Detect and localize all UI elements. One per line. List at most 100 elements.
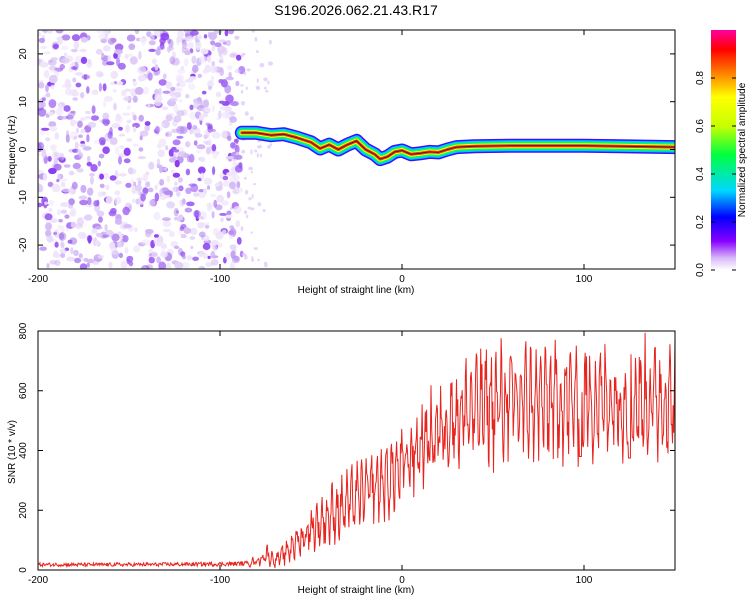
y-tick-label: 0 bbox=[18, 146, 29, 152]
noise-blob bbox=[63, 164, 71, 168]
noise-blob bbox=[245, 214, 249, 219]
noise-blob bbox=[73, 135, 77, 140]
noise-blob bbox=[187, 41, 194, 49]
noise-blob bbox=[140, 193, 146, 202]
noise-blob bbox=[268, 61, 273, 66]
noise-blob bbox=[205, 122, 210, 126]
noise-blob bbox=[114, 196, 122, 205]
noise-blob bbox=[38, 202, 43, 208]
noise-blob bbox=[253, 247, 259, 250]
noise-blob bbox=[172, 149, 180, 153]
noise-blob bbox=[219, 67, 225, 77]
noise-blob bbox=[91, 228, 98, 234]
noise-blob bbox=[49, 125, 58, 132]
noise-blob bbox=[155, 125, 160, 135]
noise-blob bbox=[132, 122, 141, 129]
noise-blob bbox=[118, 156, 122, 165]
noise-blob bbox=[83, 74, 88, 80]
x-tick-label: -100 bbox=[210, 575, 230, 586]
noise-blob bbox=[71, 34, 81, 42]
noise-blob bbox=[165, 114, 173, 122]
noise-blob bbox=[91, 105, 96, 114]
noise-blob bbox=[171, 186, 177, 193]
noise-blob bbox=[158, 138, 167, 147]
noise-blob bbox=[126, 255, 134, 263]
noise-blob bbox=[58, 232, 67, 241]
noise-blob bbox=[54, 151, 59, 158]
noise-blob bbox=[110, 250, 119, 255]
noise-blob bbox=[45, 137, 51, 142]
noise-blob bbox=[244, 71, 247, 76]
noise-blob bbox=[192, 256, 200, 261]
noise-blob bbox=[255, 50, 259, 54]
y-tick-label: -10 bbox=[18, 190, 29, 205]
noise-blob bbox=[225, 111, 231, 119]
noise-blob bbox=[47, 155, 52, 162]
noise-blob bbox=[118, 252, 124, 259]
noise-blob bbox=[243, 210, 248, 215]
noise-blob bbox=[210, 259, 219, 266]
noise-blob bbox=[103, 95, 113, 102]
noise-blob bbox=[48, 121, 57, 128]
noise-blob bbox=[123, 224, 132, 229]
noise-blob bbox=[75, 82, 82, 88]
noise-blob bbox=[222, 175, 229, 181]
noise-blob bbox=[264, 263, 268, 268]
noise-blob bbox=[240, 90, 244, 94]
noise-blob bbox=[141, 265, 150, 269]
noise-blob bbox=[173, 216, 178, 221]
noise-blob bbox=[139, 130, 149, 137]
noise-blob bbox=[44, 201, 48, 205]
noise-blob bbox=[203, 188, 208, 195]
noise-blob bbox=[189, 111, 197, 120]
noise-blob bbox=[178, 185, 184, 192]
noise-blob bbox=[215, 91, 222, 98]
noise-blob bbox=[86, 235, 93, 243]
noise-blob bbox=[77, 232, 86, 238]
noise-blob bbox=[200, 48, 209, 55]
noise-blob bbox=[166, 175, 171, 183]
colorbar-label: Normalized spectral amplitude bbox=[737, 82, 748, 217]
noise-blob bbox=[157, 149, 165, 158]
noise-blob bbox=[176, 191, 181, 197]
noise-blob bbox=[40, 46, 47, 49]
noise-blob bbox=[54, 132, 60, 140]
noise-blob bbox=[128, 261, 134, 267]
noise-blob bbox=[73, 249, 79, 256]
noise-blob bbox=[177, 87, 183, 93]
noise-blob bbox=[187, 83, 196, 91]
noise-blob bbox=[233, 138, 240, 143]
noise-blob bbox=[60, 209, 67, 214]
noise-blob bbox=[173, 103, 178, 113]
noise-blob bbox=[163, 167, 167, 171]
noise-blob bbox=[144, 124, 150, 132]
noise-blob bbox=[190, 245, 194, 250]
noise-blob bbox=[165, 131, 173, 137]
noise-blob bbox=[157, 45, 165, 51]
noise-blob bbox=[74, 223, 84, 229]
noise-blob bbox=[251, 256, 254, 261]
noise-blob bbox=[158, 164, 163, 174]
noise-blob bbox=[168, 231, 175, 238]
noise-blob bbox=[225, 94, 234, 103]
noise-blob bbox=[263, 86, 267, 90]
noise-blob bbox=[63, 105, 71, 112]
noise-blob bbox=[145, 181, 151, 188]
noise-blob bbox=[89, 173, 95, 177]
noise-blob bbox=[218, 100, 226, 104]
noise-blob bbox=[156, 158, 161, 167]
noise-blob bbox=[214, 42, 222, 47]
noise-blob bbox=[255, 85, 261, 91]
noise-blob bbox=[162, 73, 167, 80]
noise-blob bbox=[198, 189, 205, 193]
noise-blob bbox=[176, 39, 180, 46]
noise-blob bbox=[129, 56, 138, 65]
noise-blob bbox=[182, 262, 190, 269]
noise-blob bbox=[141, 239, 151, 246]
noise-blob bbox=[158, 79, 167, 86]
noise-blob bbox=[254, 149, 258, 153]
x-tick-label: -200 bbox=[28, 575, 48, 586]
noise-blob bbox=[257, 258, 260, 262]
noise-blob bbox=[202, 252, 208, 259]
noise-blob bbox=[114, 146, 120, 155]
